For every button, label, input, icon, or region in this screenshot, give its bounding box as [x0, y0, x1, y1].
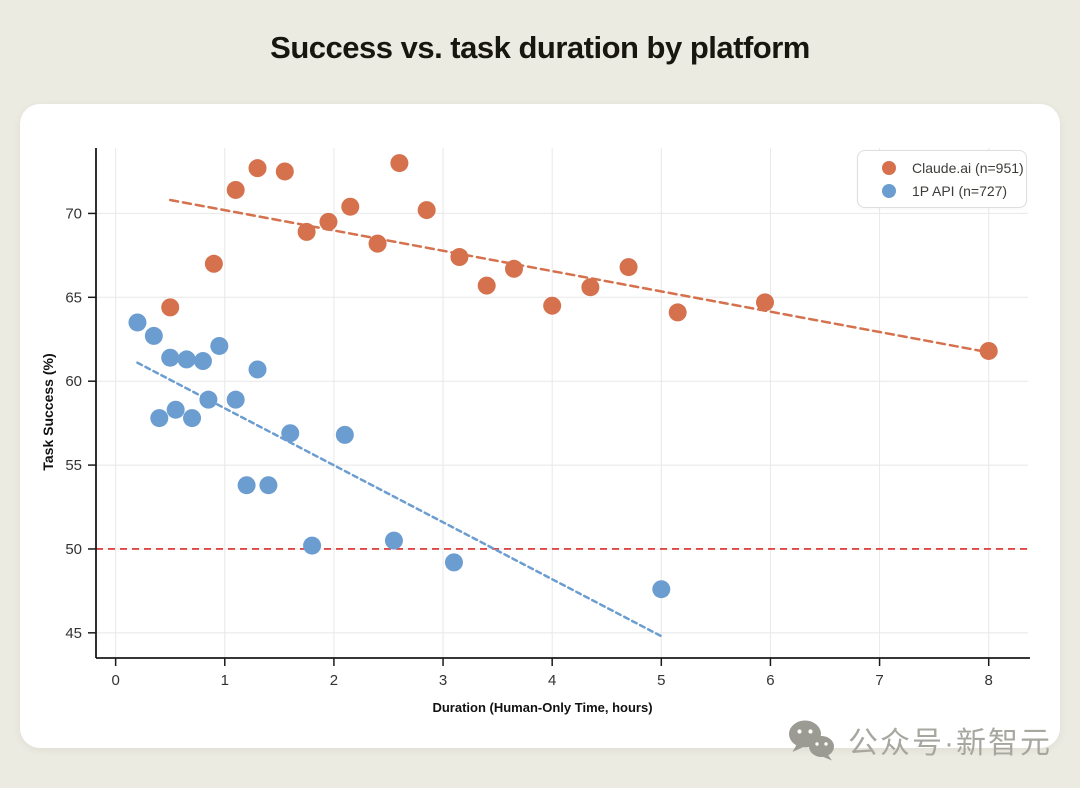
data-point-claude-ai [226, 180, 245, 199]
data-point-1p-api [281, 424, 300, 443]
y-tick-label: 55 [65, 457, 82, 474]
y-tick-label: 50 [65, 541, 82, 558]
x-tick-label: 8 [985, 672, 993, 689]
trendline-claude-ai [168, 198, 1001, 356]
data-point-1p-api [144, 326, 163, 345]
data-point-1p-api [652, 580, 671, 599]
data-point-1p-api [248, 360, 267, 379]
data-point-1p-api [259, 476, 278, 495]
data-point-1p-api [444, 553, 463, 572]
data-point-claude-ai [161, 298, 180, 317]
data-point-1p-api [303, 536, 322, 555]
data-point-claude-ai [543, 296, 562, 315]
data-point-1p-api [183, 409, 202, 428]
data-point-claude-ai [979, 341, 998, 360]
legend-label-claude-ai: Claude.ai (n=951) [912, 159, 1024, 176]
data-point-1p-api [384, 531, 403, 550]
data-point-claude-ai [341, 197, 360, 216]
watermark: 公众号·新智元 [788, 718, 1052, 762]
x-tick-label: 2 [330, 672, 338, 689]
data-point-1p-api [128, 313, 147, 332]
data-point-1p-api [150, 409, 169, 428]
data-point-1p-api [161, 348, 180, 367]
data-point-1p-api [177, 350, 196, 369]
data-point-1p-api [193, 352, 212, 371]
page-title: Success vs. task duration by platform [270, 30, 810, 65]
legend-item-1p-api: 1P API (n=727) [882, 183, 1026, 199]
data-point-claude-ai [417, 201, 436, 220]
y-axis-title: Task Success (%) [40, 353, 56, 471]
data-point-claude-ai [581, 278, 600, 297]
data-point-1p-api [237, 476, 256, 495]
legend-marker-claude-ai-icon [882, 160, 896, 175]
data-point-1p-api [335, 425, 354, 444]
data-point-claude-ai [668, 303, 687, 322]
data-point-1p-api [199, 390, 218, 409]
wechat-icon [789, 720, 834, 761]
legend-marker-1p-api-icon [882, 183, 896, 198]
data-point-claude-ai [204, 254, 223, 273]
legend-label-1p-api: 1P API (n=727) [912, 182, 1008, 199]
watermark-text: 公众号·新智元 [848, 727, 1052, 760]
data-point-1p-api [226, 390, 245, 409]
x-tick-label: 1 [221, 672, 229, 689]
data-point-claude-ai [390, 154, 409, 173]
data-point-claude-ai [477, 276, 496, 295]
chart-legend: Claude.ai (n=951) 1P API (n=727) [857, 150, 1027, 208]
x-tick-label: 3 [439, 672, 447, 689]
data-point-claude-ai [297, 222, 316, 241]
legend-item-claude-ai: Claude.ai (n=951) [882, 160, 1026, 176]
x-tick-label: 4 [548, 672, 556, 689]
data-point-claude-ai [450, 248, 469, 267]
x-tick-label: 5 [657, 672, 665, 689]
y-tick-label: 70 [65, 205, 82, 222]
data-point-claude-ai [319, 212, 338, 231]
x-tick-label: 0 [111, 672, 119, 689]
y-tick-label: 65 [65, 289, 82, 306]
data-point-claude-ai [504, 259, 523, 278]
data-point-claude-ai [755, 293, 774, 312]
data-point-1p-api [166, 400, 185, 419]
x-tick-label: 6 [766, 672, 774, 689]
data-point-claude-ai [368, 234, 387, 253]
y-tick-label: 60 [65, 373, 82, 390]
x-tick-label: 7 [875, 672, 883, 689]
y-tick-label: 45 [65, 625, 82, 642]
data-point-claude-ai [275, 162, 294, 181]
chart-card: 45 50 55 60 65 70 0 1 2 3 4 5 6 7 8 Claude.ai (n=951) … [20, 104, 1060, 748]
data-point-claude-ai [248, 159, 267, 178]
x-axis-title: Duration (Human-Only Time, hours) [432, 700, 653, 715]
data-point-1p-api [210, 336, 229, 355]
trendline-1p-api [136, 361, 663, 638]
data-point-claude-ai [619, 258, 638, 277]
